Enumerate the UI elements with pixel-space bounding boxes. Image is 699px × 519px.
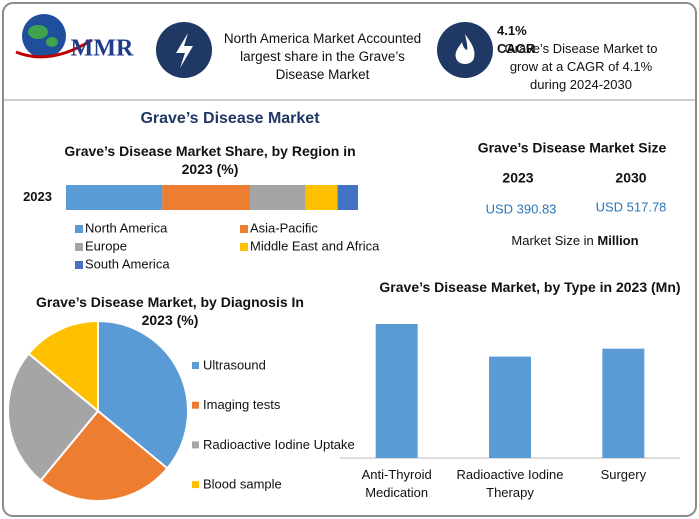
y-tick-label: 2023 xyxy=(23,189,52,204)
legend-swatch xyxy=(75,261,83,269)
bar xyxy=(375,324,418,458)
legend-label: Middle East and Africa xyxy=(250,238,380,253)
legend-label: Asia-Pacific xyxy=(250,220,318,235)
legend-swatch xyxy=(75,225,83,233)
legend-swatch xyxy=(192,481,199,489)
info-1: North America Market Accounted largest s… xyxy=(223,31,422,82)
legend-label: Imaging tests xyxy=(203,397,281,412)
legend-swatch xyxy=(192,362,199,369)
bar xyxy=(602,348,645,458)
pie-slice xyxy=(97,319,189,470)
x-tick-label: Surgery xyxy=(600,467,647,482)
legend-label: South America xyxy=(85,256,170,271)
bar-segment xyxy=(305,185,338,210)
legend-swatch xyxy=(192,441,199,449)
legend-label: Europe xyxy=(85,238,127,253)
bar-segment xyxy=(66,185,163,210)
legend-label: North America xyxy=(85,220,168,235)
legend-swatch xyxy=(192,401,199,409)
legend-swatch xyxy=(75,243,83,251)
bolt-icon xyxy=(156,22,212,78)
main-title: Grave’s Disease Market xyxy=(140,110,320,127)
legend-swatch xyxy=(240,243,248,251)
legend-swatch xyxy=(240,225,248,233)
size-title: Grave’s Disease Market Size xyxy=(478,140,667,156)
pie-slice xyxy=(39,409,169,502)
size-value: USD 390.83 xyxy=(486,201,557,216)
size-note: Market Size in Million xyxy=(511,233,638,248)
logo-text: MMR xyxy=(71,36,134,62)
size-value: USD 517.78 xyxy=(596,199,667,214)
size-note-text: Market Size in xyxy=(511,233,597,248)
info-2: Grave’s Disease Market to grow at a CAGR… xyxy=(504,41,658,92)
bar-segment xyxy=(249,185,306,210)
info-2-title: 4.1% CAGR xyxy=(497,23,536,56)
pie-slice xyxy=(7,352,100,482)
chart-title: Grave’s Disease Market, by Diagnosis In … xyxy=(36,294,304,328)
legend-label: Radioactive Iodine Uptake xyxy=(203,437,355,452)
pie-slice xyxy=(27,319,99,414)
x-tick-label: Radioactive Iodine Therapy xyxy=(456,467,564,500)
bar xyxy=(489,356,531,458)
bar-segment xyxy=(337,185,358,210)
bar-segment xyxy=(162,185,250,210)
size-year: 2030 xyxy=(615,170,646,186)
size-note-unit: Million xyxy=(597,233,638,248)
chart-title: Grave’s Disease Market Share, by Region … xyxy=(64,143,356,177)
flame-icon xyxy=(437,22,493,78)
size-year: 2023 xyxy=(502,170,533,186)
chart-title: Grave’s Disease Market, by Type in 2023 … xyxy=(379,279,681,295)
legend-label: Ultrasound xyxy=(203,357,266,372)
logo-globe xyxy=(15,14,93,59)
x-tick-label: Anti-Thyroid Medication xyxy=(361,467,432,500)
legend-label: Blood sample xyxy=(203,477,282,492)
